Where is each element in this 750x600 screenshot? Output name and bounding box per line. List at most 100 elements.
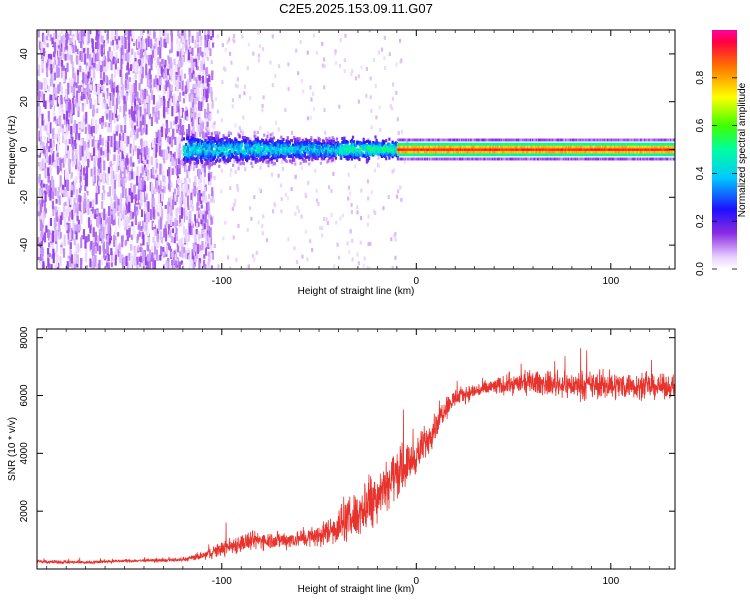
heatmap-cell — [336, 141, 340, 145]
heatmap-cell — [57, 190, 60, 198]
heatmap-cell — [115, 51, 118, 63]
heatmap-cell — [257, 30, 260, 35]
heatmap-cell — [158, 219, 161, 232]
heatmap-cell — [187, 82, 190, 92]
heatmap-cell — [83, 53, 87, 65]
heatmap-cell — [369, 140, 372, 144]
heatmap-cell — [156, 37, 159, 47]
heatmap-cell — [138, 229, 141, 235]
heatmap-cell — [141, 259, 144, 267]
heatmap-cell — [211, 123, 214, 129]
heatmap-cell — [78, 123, 82, 129]
heatmap-cell — [238, 141, 241, 145]
heatmap-cell — [425, 157, 427, 161]
heatmap-cell — [92, 227, 95, 238]
heatmap-cell — [114, 252, 118, 260]
heatmap-cell — [156, 162, 159, 169]
heatmap-cell — [75, 133, 78, 140]
heatmap-cell — [47, 30, 50, 37]
heatmap-cell — [154, 138, 157, 146]
heatmap-cell — [165, 119, 168, 127]
heatmap-cell — [127, 136, 130, 145]
heatmap-cell — [177, 104, 180, 113]
heatmap-cell — [102, 92, 105, 98]
heatmap-cell — [172, 153, 175, 159]
heatmap-cell — [72, 104, 75, 115]
heatmap-cell — [99, 32, 103, 38]
heatmap-cell — [201, 241, 204, 251]
heatmap-cell — [359, 240, 362, 245]
heatmap-cell — [137, 36, 141, 42]
heatmap-cell — [253, 140, 256, 145]
heatmap-cell — [217, 137, 220, 141]
heatmap-cell — [102, 49, 105, 60]
heatmap-cell — [173, 237, 176, 244]
heatmap-cell — [154, 208, 157, 220]
heatmap-cell — [144, 167, 147, 172]
heatmap-cell — [404, 148, 407, 151]
heatmap-cell — [409, 150, 412, 154]
heatmap-cell — [138, 182, 141, 191]
heatmap-cell — [170, 41, 173, 53]
heatmap-cell — [99, 156, 102, 163]
heatmap-cell — [127, 171, 130, 181]
heatmap-cell — [148, 79, 151, 89]
heatmap-cell — [411, 157, 414, 161]
heatmap-cell — [177, 82, 180, 93]
heatmap-cell — [254, 133, 257, 138]
heatmap-cell — [123, 96, 126, 104]
heatmap-cell — [159, 44, 162, 51]
heatmap-cell — [154, 111, 157, 123]
heatmap-cell — [181, 215, 185, 226]
heatmap-cell — [125, 93, 128, 102]
heatmap-cell — [314, 156, 317, 161]
heatmap-cell — [330, 139, 333, 143]
heatmap-cell — [308, 162, 311, 166]
heatmap-cell — [421, 145, 423, 149]
heatmap-cell — [115, 174, 118, 181]
heatmap-cell — [143, 184, 147, 192]
heatmap-cell — [238, 161, 241, 166]
heatmap-cell — [139, 166, 142, 173]
heatmap-cell — [258, 154, 262, 158]
heatmap-cell — [43, 123, 46, 131]
heatmap-cell — [419, 145, 422, 149]
heatmap-cell — [114, 226, 118, 236]
heatmap-cell — [81, 32, 85, 44]
heatmap-cell — [140, 180, 143, 191]
heatmap-cell — [51, 129, 55, 137]
heatmap-cell — [92, 236, 95, 243]
heatmap-cell — [184, 252, 187, 259]
heatmap-cell — [227, 131, 231, 135]
heatmap-cell — [418, 157, 421, 161]
heatmap-cell — [417, 150, 420, 154]
heatmap-cell — [76, 138, 79, 146]
heatmap-cell — [115, 97, 119, 110]
heatmap-cell — [57, 128, 60, 138]
heatmap-cell — [334, 156, 337, 160]
heatmap-cell — [204, 113, 207, 125]
heatmap-cell — [202, 155, 205, 159]
heatmap-cell — [82, 51, 85, 63]
heatmap-cell — [68, 164, 71, 174]
heatmap-cell — [159, 30, 162, 42]
heatmap-cell — [49, 138, 52, 148]
heatmap-cell — [153, 32, 156, 38]
heatmap-cell — [262, 214, 265, 219]
heatmap-cell — [419, 150, 422, 154]
heatmap-cell — [53, 206, 56, 211]
heatmap-cell — [166, 242, 169, 249]
heatmap-cell — [48, 58, 51, 71]
heatmap-cell — [189, 158, 192, 163]
heatmap-cell — [156, 239, 159, 248]
heatmap-cell — [377, 50, 381, 55]
heatmap-cell — [97, 186, 100, 195]
heatmap-cell — [339, 147, 342, 152]
heatmap-cell — [200, 86, 204, 97]
heatmap-cell — [121, 84, 125, 96]
heatmap-cell — [427, 138, 430, 142]
heatmap-cell — [243, 151, 247, 156]
heatmap-cell — [358, 157, 361, 162]
heatmap-cell — [140, 130, 143, 136]
heatmap-cell — [193, 131, 197, 143]
